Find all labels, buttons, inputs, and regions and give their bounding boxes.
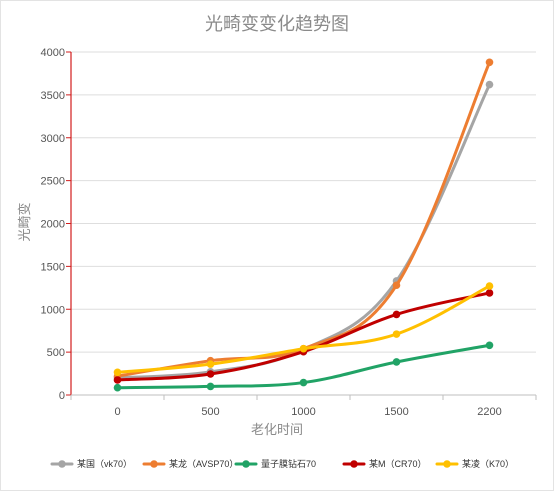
data-point-s5-1000 — [299, 344, 308, 353]
legend-label-2: 某龙（AVSP70） — [169, 458, 238, 469]
data-point-s2-1500 — [392, 281, 401, 290]
chart-title: 光畸变变化趋势图 — [205, 14, 349, 34]
data-point-s3-500 — [206, 382, 215, 391]
data-point-s5-500 — [206, 360, 215, 368]
data-point-s3-1500 — [392, 358, 401, 366]
legend-marker — [58, 460, 66, 468]
x-axis-title: 老化时间 — [251, 422, 303, 437]
y-tick-label-3000: 3000 — [41, 133, 65, 145]
legend: 某国（vk70） 某龙（AVSP70） 量子膜钻石70 某M（CR70） 某凌（K70） — [50, 458, 514, 469]
y-tick-label-2000: 2000 — [41, 219, 65, 231]
y-tick-label-4000: 4000 — [41, 47, 65, 59]
y-tick-label-1500: 1500 — [41, 261, 65, 273]
legend-label-5: 某凌（K70） — [462, 458, 514, 469]
x-tick-label-2200: 2200 — [477, 406, 501, 418]
series-line-5 — [116, 284, 491, 374]
data-point-s5-1500 — [392, 330, 401, 338]
data-point-s4-0 — [113, 376, 122, 384]
y-tick-label-0: 0 — [59, 390, 65, 402]
legend-marker — [350, 460, 358, 468]
y-tick-label-2500: 2500 — [41, 176, 65, 188]
x-tick-label-500: 500 — [201, 406, 219, 418]
data-point-s1-2200 — [485, 80, 494, 89]
legend-marker — [150, 460, 158, 468]
legend-label-1: 某国（vk70） — [77, 459, 132, 469]
axes: 0 500 1000 1500 2000 2500 3000 3500 4000 0 500 1000… — [41, 47, 537, 418]
x-tick-label-1500: 1500 — [384, 406, 408, 418]
legend-item-1: 某国（vk70） — [50, 459, 132, 469]
legend-item-4: 某M（CR70） — [342, 459, 427, 469]
legend-marker — [443, 460, 451, 468]
data-point-s5-0 — [113, 368, 122, 377]
y-tick-label-500: 500 — [47, 347, 65, 359]
x-tick-label-0: 0 — [114, 406, 120, 418]
series-1 — [113, 80, 494, 382]
data-point-s4-2200 — [485, 289, 494, 297]
series-3 — [113, 341, 494, 392]
legend-label-3: 量子膜钻石70 — [261, 458, 316, 469]
data-point-s4-500 — [206, 370, 215, 378]
legend-item-3: 量子膜钻石70 — [234, 458, 316, 469]
gridlines — [71, 51, 536, 353]
legend-item-2: 某龙（AVSP70） — [142, 458, 238, 469]
x-tick-label-1000: 1000 — [291, 406, 315, 418]
legend-label-4: 某M（CR70） — [369, 459, 427, 469]
series-2 — [113, 58, 494, 380]
y-tick-label-3500: 3500 — [41, 90, 65, 102]
y-tick-label-1000: 1000 — [41, 304, 65, 316]
data-point-s3-2200 — [485, 341, 494, 350]
data-point-s3-0 — [113, 383, 122, 392]
data-point-s2-2200 — [485, 58, 494, 67]
series-5 — [113, 282, 494, 377]
series-lines — [113, 58, 494, 392]
legend-item-5: 某凌（K70） — [435, 458, 514, 469]
y-axis-title: 光畸变 — [17, 202, 32, 241]
data-point-s3-1000 — [299, 378, 308, 387]
data-point-s5-2200 — [485, 282, 494, 290]
series-line-2 — [116, 60, 491, 378]
data-point-s4-1500 — [392, 310, 401, 319]
series-line-1 — [116, 83, 491, 380]
legend-marker — [242, 460, 250, 468]
